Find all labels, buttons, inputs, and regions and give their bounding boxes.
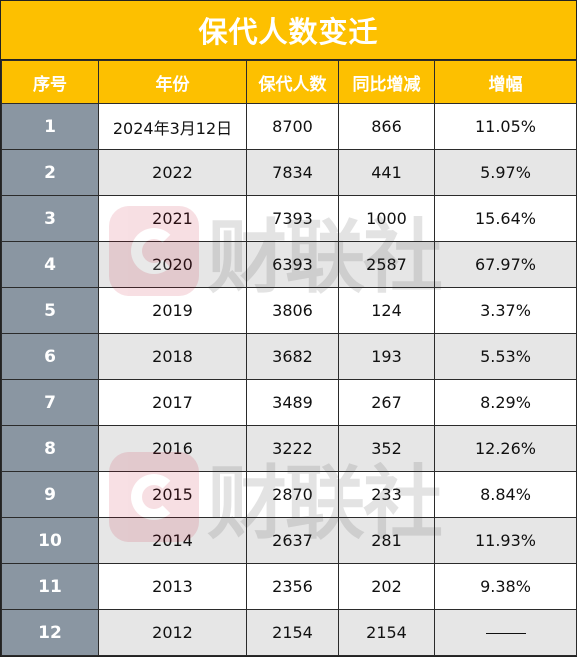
row-count: 2637 (246, 517, 339, 564)
row-growth: 9.38% (434, 563, 577, 610)
row-growth: 11.05% (434, 103, 577, 150)
row-change: 866 (338, 103, 435, 150)
row-count: 7834 (246, 149, 339, 196)
row-growth: 8.84% (434, 471, 577, 518)
table-row: 7 2017 3489 267 8.29% (1, 379, 577, 426)
row-change: 233 (338, 471, 435, 518)
row-index: 9 (1, 471, 99, 518)
header-index: 序号 (1, 60, 99, 104)
table-title: 保代人数变迁 (1, 1, 576, 60)
row-change: 1000 (338, 195, 435, 242)
row-index: 12 (1, 609, 99, 656)
row-count: 7393 (246, 195, 339, 242)
row-count: 3682 (246, 333, 339, 380)
table-row: 11 2013 2356 202 9.38% (1, 563, 577, 610)
row-growth (434, 609, 577, 656)
row-count: 2154 (246, 609, 339, 656)
table-row: 10 2014 2637 281 11.93% (1, 517, 577, 564)
row-count: 3222 (246, 425, 339, 472)
table-body: 1 2024年3月12日 8700 866 11.05% 2 2022 7834 441 5.97… (1, 103, 577, 656)
row-index: 11 (1, 563, 99, 610)
row-change: 281 (338, 517, 435, 564)
table-row: 6 2018 3682 193 5.53% (1, 333, 577, 380)
row-year: 2015 (98, 471, 247, 518)
row-year: 2013 (98, 563, 247, 610)
header-year: 年份 (98, 60, 247, 104)
row-change: 2587 (338, 241, 435, 288)
row-change: 202 (338, 563, 435, 610)
table-row: 1 2024年3月12日 8700 866 11.05% (1, 103, 577, 150)
row-index: 6 (1, 333, 99, 380)
row-growth: 11.93% (434, 517, 577, 564)
table-row: 9 2015 2870 233 8.84% (1, 471, 577, 518)
row-year: 2014 (98, 517, 247, 564)
row-count: 3806 (246, 287, 339, 334)
row-growth: 67.97% (434, 241, 577, 288)
row-growth: 3.37% (434, 287, 577, 334)
row-year: 2019 (98, 287, 247, 334)
row-year: 2017 (98, 379, 247, 426)
header-row: 序号 年份 保代人数 同比增减 增幅 (1, 60, 577, 104)
row-index: 7 (1, 379, 99, 426)
row-change: 267 (338, 379, 435, 426)
row-year: 2016 (98, 425, 247, 472)
row-year: 2012 (98, 609, 247, 656)
row-change: 193 (338, 333, 435, 380)
row-change: 352 (338, 425, 435, 472)
row-count: 2356 (246, 563, 339, 610)
row-growth: 15.64% (434, 195, 577, 242)
row-growth: 5.53% (434, 333, 577, 380)
row-year: 2018 (98, 333, 247, 380)
row-year: 2022 (98, 149, 247, 196)
header-count: 保代人数 (246, 60, 339, 104)
row-index: 3 (1, 195, 99, 242)
table-row: 12 2012 2154 2154 (1, 609, 577, 656)
row-change: 124 (338, 287, 435, 334)
row-year: 2020 (98, 241, 247, 288)
row-growth: 5.97% (434, 149, 577, 196)
row-growth: 8.29% (434, 379, 577, 426)
table-row: 8 2016 3222 352 12.26% (1, 425, 577, 472)
table-row: 4 2020 6393 2587 67.97% (1, 241, 577, 288)
row-index: 1 (1, 103, 99, 150)
row-count: 8700 (246, 103, 339, 150)
row-year: 2024年3月12日 (98, 103, 247, 150)
row-change: 2154 (338, 609, 435, 656)
table-row: 2 2022 7834 441 5.97% (1, 149, 577, 196)
header-growth: 增幅 (434, 60, 577, 104)
row-change: 441 (338, 149, 435, 196)
table-row: 5 2019 3806 124 3.37% (1, 287, 577, 334)
row-index: 2 (1, 149, 99, 196)
empty-dash (485, 633, 526, 634)
data-table: 序号 年份 保代人数 同比增减 增幅 1 2024年3月12日 8700 866 11.… (1, 60, 577, 656)
header-change: 同比增减 (338, 60, 435, 104)
row-index: 5 (1, 287, 99, 334)
row-count: 3489 (246, 379, 339, 426)
row-count: 2870 (246, 471, 339, 518)
row-growth: 12.26% (434, 425, 577, 472)
row-index: 4 (1, 241, 99, 288)
row-index: 8 (1, 425, 99, 472)
table-row: 3 2021 7393 1000 15.64% (1, 195, 577, 242)
row-year: 2021 (98, 195, 247, 242)
row-count: 6393 (246, 241, 339, 288)
row-index: 10 (1, 517, 99, 564)
